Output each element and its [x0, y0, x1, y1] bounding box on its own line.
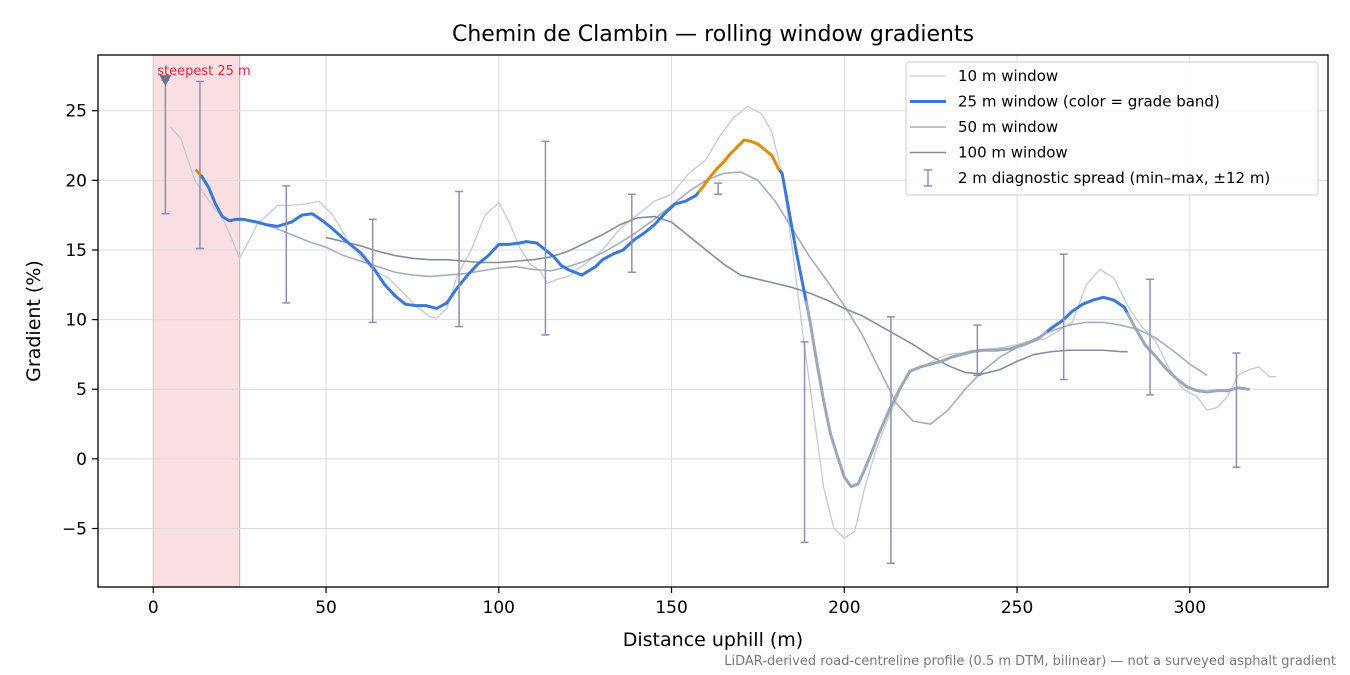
x-tick-label: 300	[1174, 598, 1206, 618]
steepest-label: steepest 25 m	[157, 64, 250, 79]
x-tick-label: 200	[828, 598, 860, 618]
y-tick-label: −5	[62, 520, 87, 540]
x-tick-label: 50	[315, 598, 337, 618]
errorbar	[455, 190, 464, 328]
series-25m-descent-segment	[1126, 312, 1251, 394]
legend-label: 100 m window	[958, 144, 1068, 162]
errorbar	[627, 193, 636, 274]
x-tick-label: 100	[483, 598, 515, 618]
series-line	[170, 105, 1277, 539]
legend-box	[905, 61, 1319, 196]
plot-frame	[97, 54, 1329, 588]
steepest-marker	[159, 75, 172, 87]
legend-items: 10 m window 25 m window (color = grade ba…	[910, 67, 1270, 187]
annotation-layer: steepest 25 m	[157, 64, 251, 87]
footnote: LiDAR-derived road-centreline profile (0…	[724, 654, 1336, 669]
series-line	[325, 215, 1128, 375]
series-25m-normal-segment	[778, 169, 808, 304]
x-tick-label: 250	[1001, 598, 1033, 618]
legend-item: 10 m window	[910, 67, 1058, 85]
errorbar	[541, 140, 550, 336]
errorbar	[368, 218, 377, 324]
x-tick-label: 0	[148, 598, 159, 618]
series-layer	[170, 105, 1277, 539]
chart-title: Chemin de Clambin — rolling window gradi…	[452, 22, 974, 47]
errorbar	[282, 185, 291, 304]
y-tick-label: 0	[76, 450, 87, 470]
errorbar	[714, 182, 723, 196]
series-25m-normal-segment	[200, 174, 701, 310]
grid-layer	[98, 55, 1328, 587]
errorbar	[973, 324, 982, 377]
errorbar	[800, 341, 809, 544]
x-axis-label: Distance uphill (m)	[623, 629, 803, 651]
series-25m-steep-segment	[697, 138, 782, 193]
y-axis-label: Gradient (%)	[23, 260, 45, 382]
errorbar	[195, 80, 204, 250]
legend-label: 10 m window	[958, 67, 1058, 85]
highlight-band-layer	[152, 54, 241, 588]
legend-label: 50 m window	[958, 118, 1058, 136]
y-tick-label: 25	[65, 102, 87, 122]
errorbar	[1146, 278, 1155, 396]
legend-label: 2 m diagnostic spread (min–max, ±12 m)	[958, 169, 1270, 187]
legend: 10 m window 25 m window (color = grade ba…	[905, 61, 1319, 196]
series-25m-descent-segment	[804, 300, 1050, 489]
y-tick-label: 10	[65, 311, 87, 331]
x-tick-label: 150	[655, 598, 687, 618]
errorbar	[1059, 253, 1068, 381]
steepest-band	[152, 54, 241, 588]
errorbar-layer	[161, 79, 1241, 565]
legend-item: 50 m window	[910, 118, 1058, 136]
legend-item: 25 m window (color = grade band)	[910, 93, 1220, 111]
y-tick-label: 5	[76, 380, 87, 400]
legend-item: 100 m window	[910, 144, 1068, 162]
errorbar	[886, 316, 895, 565]
y-tick-label: 20	[65, 171, 87, 191]
x-axis: 0 50 100 150 200 250 300	[148, 587, 1206, 618]
errorbar	[1232, 352, 1241, 468]
y-tick-label: 15	[65, 241, 87, 261]
legend-item: 2 m diagnostic spread (min–max, ±12 m)	[924, 169, 1270, 187]
y-axis: −5 0 5 10 15 20 25	[62, 102, 98, 540]
series-25m-normal-segment	[1046, 295, 1130, 333]
legend-label: 25 m window (color = grade band)	[958, 93, 1220, 111]
